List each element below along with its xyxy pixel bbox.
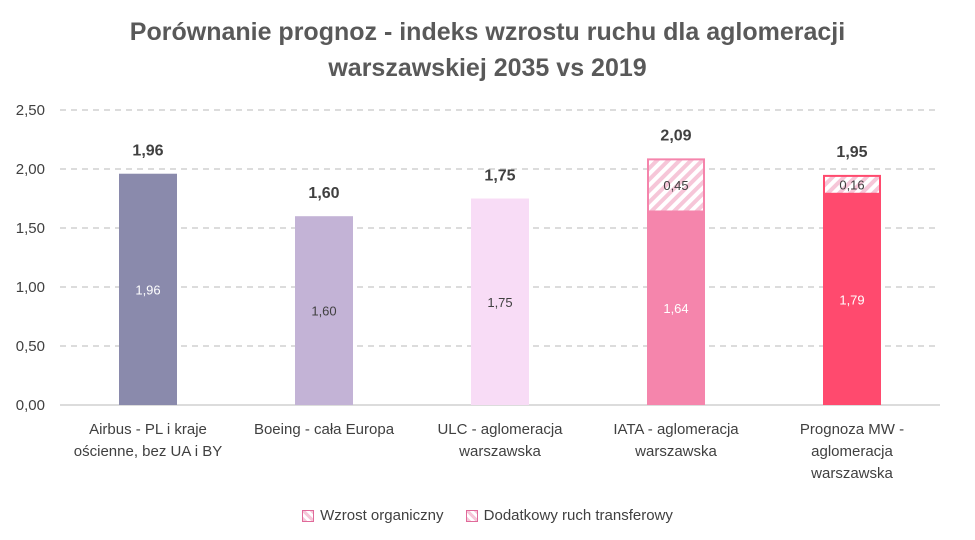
bar-organic <box>119 173 177 405</box>
chart-title-line-2: warszawskiej 2035 vs 2019 <box>328 54 647 82</box>
bar-value-label: 1,79 <box>839 292 864 307</box>
bar-total-label: 1,95 <box>836 144 867 161</box>
bar-total-label: 2,09 <box>660 127 691 144</box>
legend-item-transfer: Dodatkowy ruch transferowy <box>465 507 673 524</box>
x-category-label: Boeing - cała Europa <box>254 421 395 438</box>
y-tick-label: 1,50 <box>16 220 45 237</box>
x-category-label: warszawska <box>458 443 541 460</box>
bar-transfer-label: 0,16 <box>839 177 864 192</box>
bar-transfer <box>823 174 881 195</box>
x-category-label: Prognoza MW - <box>800 421 904 438</box>
x-category-label: Airbus - PL i kraje <box>89 421 207 438</box>
legend-item-organic: Wzrost organiczny <box>302 507 443 524</box>
y-tick-label: 0,50 <box>16 338 45 355</box>
chart-title-line-1: Porównanie prognoz - indeks wzrostu ruch… <box>129 18 846 46</box>
legend: Wzrost organiczny Dodatkowy ruch transfe… <box>0 507 975 526</box>
x-category-label: warszawska <box>810 465 893 482</box>
bar-organic <box>471 198 529 405</box>
x-category-label: ULC - aglomeracja <box>437 421 563 438</box>
legend-swatch-organic-icon <box>302 509 315 522</box>
bar-value-label: 1,75 <box>487 295 512 310</box>
y-tick-label: 0,00 <box>16 397 45 414</box>
legend-swatch-transfer-icon <box>465 509 478 522</box>
bar-value-label: 1,60 <box>311 304 336 319</box>
bar-transfer <box>647 158 705 213</box>
x-category-label: warszawska <box>634 443 717 460</box>
bar-total-label: 1,75 <box>484 168 515 185</box>
bars <box>119 158 881 405</box>
bar-value-label: 1,96 <box>135 282 160 297</box>
bar-total-label: 1,96 <box>132 143 163 160</box>
x-category-label: IATA - aglomeracja <box>613 421 739 438</box>
y-tick-label: 1,00 <box>16 279 45 296</box>
y-tick-label: 2,50 <box>16 102 45 119</box>
x-category-label: ościenne, bez UA i BY <box>74 443 222 460</box>
bar-organic <box>647 211 705 405</box>
data-labels: 1,96 1,96 1,60 1,60 1,75 1,75 1,64 0,45 2,09 1,79… <box>132 127 867 318</box>
bar-organic <box>823 193 881 405</box>
bar-transfer-label: 0,45 <box>663 178 688 193</box>
y-axis: 0,00 0,50 1,00 1,50 2,00 2,50 <box>16 102 45 414</box>
bar-value-label: 1,64 <box>663 301 688 316</box>
legend-label-transfer: Dodatkowy ruch transferowy <box>483 507 673 524</box>
x-category-label: aglomeracja <box>811 443 893 460</box>
y-tick-label: 2,00 <box>16 161 45 178</box>
x-axis: Airbus - PL i kraje ościenne, bez UA i BY… <box>74 421 904 482</box>
bar-organic <box>295 216 353 405</box>
chart-title: Porównanie prognoz - indeks wzrostu ruch… <box>0 14 975 86</box>
legend-label-organic: Wzrost organiczny <box>320 507 444 524</box>
bar-total-label: 1,60 <box>308 185 339 202</box>
